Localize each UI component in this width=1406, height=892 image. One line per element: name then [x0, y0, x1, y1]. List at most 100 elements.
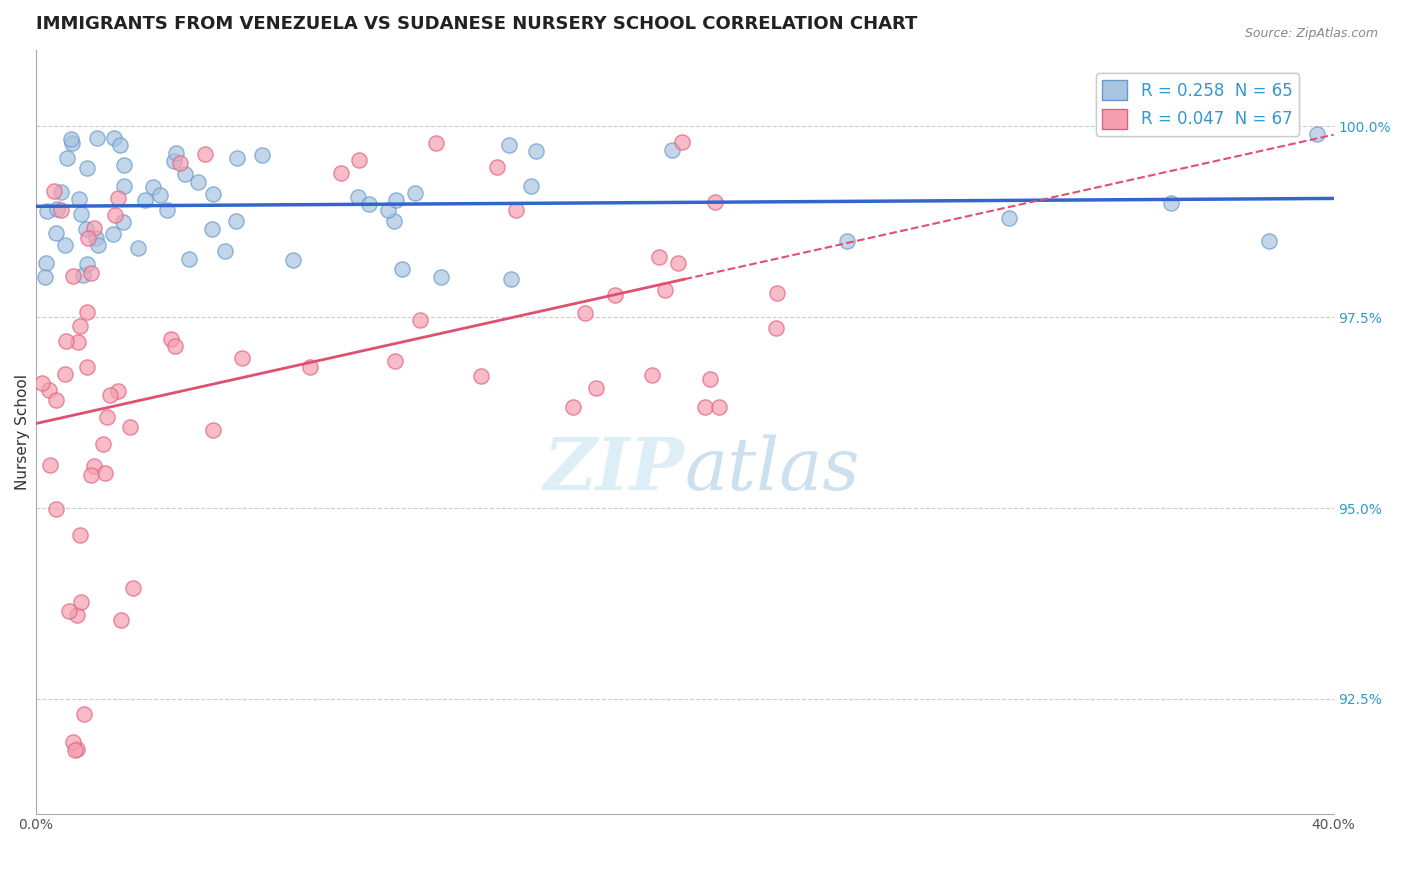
- Point: [49, 203, 72, 218]
- Point: [661, 143, 683, 157]
- Point: [83, 220, 105, 235]
- Point: [101, 227, 124, 241]
- Point: [51, 185, 73, 199]
- Point: [35, 255, 58, 269]
- Point: [76, 305, 98, 319]
- Point: [66, 607, 89, 622]
- Point: [72, 268, 94, 283]
- Point: [62, 735, 84, 749]
- Text: IMMIGRANTS FROM VENEZUELA VS SUDANESE NURSERY SCHOOL CORRELATION CHART: IMMIGRANTS FROM VENEZUELA VS SUDANESE NU…: [35, 15, 917, 33]
- Point: [112, 179, 135, 194]
- Point: [45, 392, 67, 407]
- Point: [1257, 234, 1279, 248]
- Point: [470, 369, 492, 384]
- Point: [298, 360, 321, 375]
- Point: [695, 401, 717, 415]
- Point: [330, 165, 353, 179]
- Point: [214, 244, 236, 259]
- Point: [709, 400, 731, 414]
- Point: [163, 154, 186, 169]
- Point: [59, 132, 82, 146]
- Point: [765, 320, 787, 334]
- Point: [160, 332, 183, 346]
- Point: [86, 131, 108, 145]
- Point: [108, 138, 131, 153]
- Point: [112, 215, 135, 229]
- Point: [225, 151, 247, 165]
- Point: [165, 339, 187, 353]
- Point: [585, 381, 607, 395]
- Point: [485, 160, 508, 174]
- Point: [121, 582, 143, 596]
- Point: [357, 197, 380, 211]
- Point: [73, 707, 96, 722]
- Point: [149, 188, 172, 202]
- Point: [225, 214, 247, 228]
- Point: [409, 312, 432, 326]
- Point: [37, 204, 59, 219]
- Point: [165, 146, 187, 161]
- Point: [574, 306, 596, 320]
- Point: [177, 252, 200, 267]
- Point: [391, 262, 413, 277]
- Point: [69, 318, 91, 333]
- Point: [430, 269, 453, 284]
- Point: [38, 383, 60, 397]
- Point: [58, 604, 80, 618]
- Point: [127, 241, 149, 255]
- Text: Source: ZipAtlas.com: Source: ZipAtlas.com: [1244, 27, 1378, 40]
- Point: [83, 458, 105, 473]
- Point: [281, 252, 304, 267]
- Point: [134, 193, 156, 207]
- Point: [76, 360, 98, 375]
- Point: [231, 351, 253, 366]
- Point: [45, 502, 67, 516]
- Point: [104, 208, 127, 222]
- Point: [699, 371, 721, 385]
- Point: [76, 231, 98, 245]
- Point: [34, 270, 56, 285]
- Point: [526, 144, 548, 158]
- Point: [42, 184, 65, 198]
- Point: [1306, 127, 1329, 141]
- Point: [53, 367, 76, 381]
- Point: [671, 135, 693, 149]
- Point: [55, 238, 77, 252]
- Point: [87, 238, 110, 252]
- Legend: R = 0.258  N = 65, R = 0.047  N = 67: R = 0.258 N = 65, R = 0.047 N = 67: [1095, 73, 1299, 136]
- Point: [201, 222, 224, 236]
- Point: [347, 189, 370, 203]
- Point: [666, 255, 689, 269]
- Point: [194, 146, 217, 161]
- Point: [63, 742, 86, 756]
- Point: [382, 214, 405, 228]
- Point: [107, 384, 129, 399]
- Point: [498, 138, 520, 153]
- Text: atlas: atlas: [685, 434, 860, 505]
- Point: [55, 334, 77, 348]
- Point: [31, 376, 53, 390]
- Point: [384, 353, 406, 368]
- Point: [998, 211, 1021, 225]
- Point: [107, 191, 129, 205]
- Point: [425, 136, 447, 150]
- Point: [69, 207, 91, 221]
- Point: [93, 467, 115, 481]
- Point: [112, 158, 135, 172]
- Point: [173, 167, 195, 181]
- Point: [654, 283, 676, 297]
- Point: [561, 400, 583, 414]
- Point: [377, 203, 399, 218]
- Point: [347, 153, 370, 167]
- Point: [118, 420, 141, 434]
- Point: [67, 193, 90, 207]
- Point: [84, 231, 107, 245]
- Point: [519, 178, 541, 193]
- Point: [80, 468, 103, 483]
- Point: [60, 136, 83, 151]
- Point: [704, 194, 727, 209]
- Point: [641, 368, 664, 382]
- Point: [103, 131, 125, 145]
- Point: [252, 148, 274, 162]
- Point: [76, 257, 98, 271]
